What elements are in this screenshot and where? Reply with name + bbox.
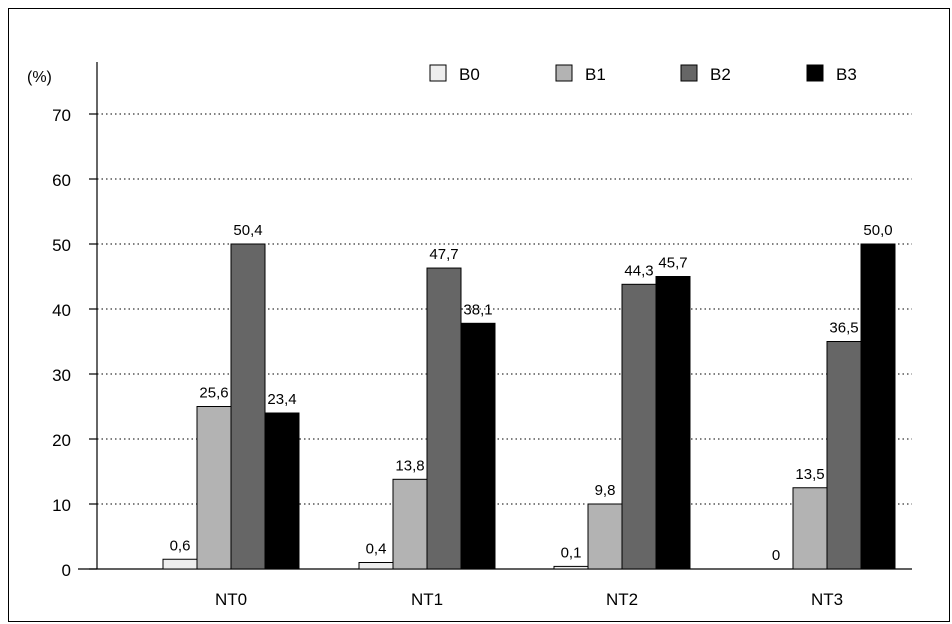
x-tick-label-NT0: NT0 bbox=[215, 590, 247, 609]
data-label-NT0-B0: 0,6 bbox=[170, 537, 191, 554]
y-tick-label-60: 60 bbox=[52, 171, 71, 190]
data-label-NT1-B3: 38,1 bbox=[463, 301, 492, 318]
data-label-NT3-B2: 36,5 bbox=[829, 320, 858, 337]
x-tick-label-NT2: NT2 bbox=[606, 590, 638, 609]
data-label-NT2-B3: 45,7 bbox=[658, 255, 687, 272]
data-label-NT2-B0: 0,1 bbox=[561, 544, 582, 561]
legend-label-B1: B1 bbox=[585, 65, 606, 84]
bar-NT0-B3 bbox=[264, 412, 300, 570]
bar-NT1-B3 bbox=[460, 322, 496, 570]
x-tick-label-NT3: NT3 bbox=[811, 590, 843, 609]
bar-NT2-B3 bbox=[655, 276, 691, 570]
legend-swatch-B2 bbox=[680, 64, 698, 82]
bar-NT0-B1 bbox=[196, 406, 232, 570]
data-label-NT2-B2: 44,3 bbox=[624, 262, 653, 279]
data-label-NT0-B3: 23,4 bbox=[267, 391, 296, 408]
bar-NT1-B1 bbox=[392, 478, 428, 570]
data-label-NT1-B2: 47,7 bbox=[429, 246, 458, 263]
bar-NT3-B1 bbox=[792, 487, 828, 570]
data-label-NT3-B3: 50,0 bbox=[863, 222, 892, 239]
legend-swatch-B3 bbox=[806, 64, 824, 82]
y-tick-label-10: 10 bbox=[52, 496, 71, 515]
data-label-NT3-B1: 13,5 bbox=[795, 466, 824, 483]
bar-NT1-B0 bbox=[358, 562, 394, 570]
bar-NT3-B3 bbox=[860, 243, 896, 570]
y-axis-label: (%) bbox=[27, 69, 52, 86]
data-label-NT0-B2: 50,4 bbox=[233, 222, 262, 239]
bar-NT0-B2 bbox=[230, 243, 266, 570]
data-label-NT1-B1: 13,8 bbox=[395, 457, 424, 474]
bar-NT2-B2 bbox=[621, 283, 657, 570]
legend-label-B2: B2 bbox=[710, 65, 731, 84]
y-tick-label-30: 30 bbox=[52, 366, 71, 385]
bar-NT2-B1 bbox=[587, 503, 623, 570]
legend-label-B3: B3 bbox=[836, 65, 857, 84]
bar-NT0-B0 bbox=[162, 558, 198, 570]
x-tick-label-NT1: NT1 bbox=[411, 590, 443, 609]
legend-swatch-B1 bbox=[555, 64, 573, 82]
y-tick-label-50: 50 bbox=[52, 236, 71, 255]
legend-label-B0: B0 bbox=[459, 65, 480, 84]
data-label-NT1-B0: 0,4 bbox=[366, 541, 387, 558]
data-label-NT2-B1: 9,8 bbox=[595, 482, 616, 499]
bar-NT3-B2 bbox=[826, 341, 862, 570]
data-label-NT0-B1: 25,6 bbox=[199, 385, 228, 402]
y-tick-label-0: 0 bbox=[62, 561, 71, 580]
y-tick-label-70: 70 bbox=[52, 106, 71, 125]
bar-NT2-B0 bbox=[553, 565, 589, 570]
data-label-NT3-B0: 0 bbox=[772, 547, 780, 564]
bar-NT1-B2 bbox=[426, 267, 462, 570]
legend-swatch-B0 bbox=[429, 64, 447, 82]
y-tick-label-20: 20 bbox=[52, 431, 71, 450]
y-tick-label-40: 40 bbox=[52, 301, 71, 320]
